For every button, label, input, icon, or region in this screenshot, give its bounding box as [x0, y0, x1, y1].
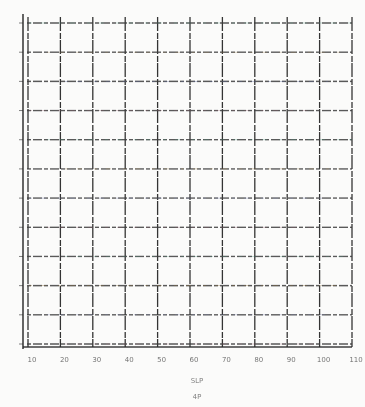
- x-tick-label: 60: [190, 356, 199, 364]
- x-tick-label: 20: [60, 356, 69, 364]
- axis-layer: [22, 14, 352, 349]
- x-tick-label: 50: [157, 356, 166, 364]
- x-tick-label: 80: [254, 356, 263, 364]
- tick-layer: 10 20 30 40 50 60 70 80 90 100 110: [19, 22, 363, 364]
- x-tick-label: 10: [28, 356, 37, 364]
- x-tick-label: 100: [317, 356, 330, 364]
- x-tick-label: 40: [125, 356, 134, 364]
- x-tick-label: 110: [349, 356, 362, 364]
- x-tick-label: 90: [287, 356, 296, 364]
- x-tick-label: 30: [92, 356, 101, 364]
- footer-label: 4P: [193, 393, 202, 401]
- grid-layer: [27, 17, 353, 347]
- x-tick-label: 70: [222, 356, 231, 364]
- x-axis-title: SLP: [191, 377, 204, 385]
